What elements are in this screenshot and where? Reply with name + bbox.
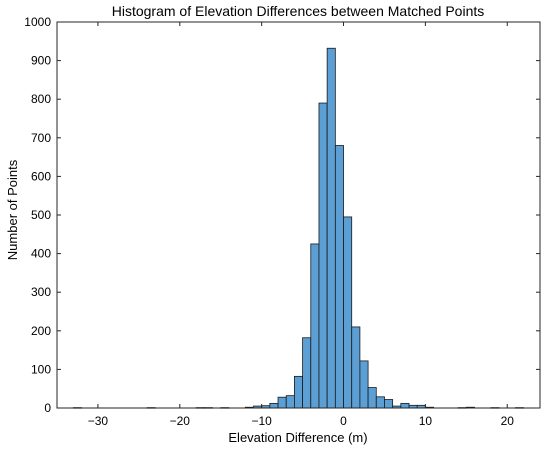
y-tick-label: 900 [31, 54, 51, 68]
histogram-bar [351, 326, 361, 409]
histogram-bar [318, 102, 328, 409]
y-tick-label: 500 [31, 208, 51, 222]
x-tick-label: −10 [251, 414, 272, 428]
x-tick-label: 10 [419, 414, 433, 428]
plot-area-frame [56, 21, 541, 409]
y-tick-label: 600 [31, 169, 51, 183]
histogram-bar [310, 243, 320, 409]
x-tick-label: 20 [501, 414, 515, 428]
x-tick-label: 0 [340, 414, 347, 428]
histogram-bar [269, 402, 279, 409]
y-tick-label: 100 [31, 362, 51, 376]
y-tick-label: 700 [31, 131, 51, 145]
histogram-bar [334, 145, 344, 409]
y-axis-label: Number of Points [5, 159, 20, 260]
histogram-bar [343, 216, 353, 409]
histogram-bar [326, 47, 336, 409]
y-tick-label: 0 [44, 401, 51, 415]
x-tick-label: −20 [170, 414, 191, 428]
histogram-bar [294, 375, 304, 409]
histogram-bar [277, 396, 287, 409]
x-tick-label: −30 [88, 414, 109, 428]
histogram-bar [384, 399, 394, 409]
histogram-bar [375, 396, 385, 409]
y-tick-label: 400 [31, 247, 51, 261]
histogram-bar [367, 387, 377, 409]
histogram-bar [302, 337, 312, 409]
histogram-bar [285, 395, 295, 409]
histogram-bar [359, 360, 369, 409]
y-tick-label: 300 [31, 285, 51, 299]
histogram-bar [400, 402, 410, 409]
x-axis-label: Elevation Difference (m) [228, 430, 367, 445]
y-tick-label: 1000 [24, 15, 51, 29]
y-tick-label: 800 [31, 92, 51, 106]
y-axis-ticks: 0 100 200 300 400 500 600 700 800 900 1000 [24, 15, 540, 415]
histogram-bars [72, 47, 525, 409]
x-axis-ticks: −30 −20 −10 0 10 20 [88, 22, 514, 428]
y-tick-label: 200 [31, 324, 51, 338]
chart-title: Histogram of Elevation Differences betwe… [112, 3, 485, 19]
